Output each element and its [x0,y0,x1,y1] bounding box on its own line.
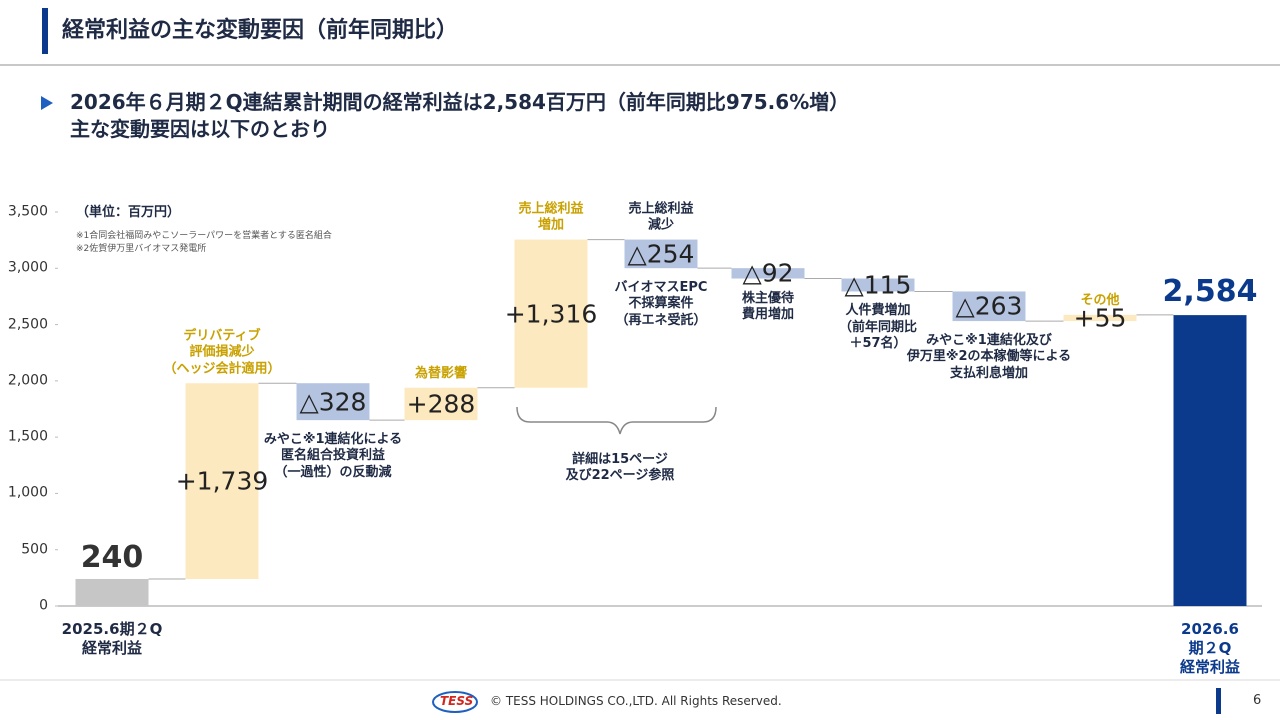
annotation: 為替影響 [414,365,468,381]
y-tick-label: 1,000 [7,484,48,501]
summary: 主な変動要因は以下のとおり [70,117,330,141]
bar [185,383,259,579]
unit-label: （単位：百万円） [76,205,181,220]
annotation: 売上総利益 増加 [518,201,584,233]
y-tick-label: 500 [21,540,48,557]
x-tick-label: 2026.6期２Q 経常利益 [1179,620,1240,676]
bar [841,278,915,292]
value-label: 2,584 [1162,274,1258,310]
y-tick-label: 3,500 [7,203,48,220]
y-tick-label: 2,000 [7,372,48,389]
bar [75,578,149,606]
bar [1063,314,1137,322]
annotation: みやこ※1連結化及び 伊万里※2の本稼働等による 支払利息増加 [906,333,1072,381]
value-label: +288 [406,389,476,419]
value-label: △92 [742,258,794,288]
annotation: その他 [1080,292,1120,308]
value-label: △328 [299,387,367,417]
value-label: +55 [1073,303,1127,333]
value-label: 240 [80,539,144,575]
value-label: +1,739 [175,466,269,496]
bar [731,268,805,279]
bracket [516,406,717,435]
y-tick-label: 1,500 [7,428,48,445]
y-tick-label: 3,000 [7,259,48,276]
y-tick-label: 2,500 [7,315,48,332]
bar [1173,315,1247,606]
annotation: 株主優待 費用増加 [741,290,795,322]
page-number: 6 [1253,693,1262,708]
annotation: 売上総利益 減少 [628,201,694,233]
bar [296,383,370,421]
annotation: みやこ※1連結化による 匿名組合投資利益 （一過性）の反動減 [263,432,403,480]
bullet [41,96,53,110]
value-label: △263 [955,291,1023,321]
note: ※1合同会社福岡みやこソーラーパワーを営業者とする匿名組合 [76,231,332,241]
bar [952,291,1026,322]
logo-mark [432,691,478,713]
title-accent [42,8,48,54]
bar [404,387,478,421]
value-label: △254 [627,239,695,269]
page-accent [1216,688,1221,714]
x-tick-label: 2025.6期２Q 経常利益 [61,620,163,657]
value-label: +1,316 [504,299,598,329]
annotation: デリバティブ 評価損減少 （ヘッジ会計適用） [163,328,281,376]
bar [514,239,588,388]
y-tick-label: 0 [39,597,48,614]
annotation: 人件費増加 （前年同期比 ＋57名） [838,303,918,351]
bracket-note: 詳細は15ページ 及び22ページ参照 [565,452,675,484]
note: ※2佐賀伊万里バイオマス発電所 [76,244,207,254]
logo: TESS [440,694,474,708]
value-label: △115 [844,270,912,300]
copyright: © TESS HOLDINGS CO.,LTD. All Rights Rese… [490,694,782,708]
annotation: バイオマスEPC 不採算案件 （再エネ受託） [614,280,708,328]
summary: 2026年６月期２Q連結累計期間の経常利益は2,584百万円（前年同期比975.… [70,90,850,114]
bar [624,239,698,269]
title: 経常利益の主な変動要因（前年同期比） [62,18,459,43]
